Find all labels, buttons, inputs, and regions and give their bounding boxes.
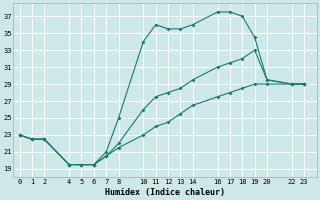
- X-axis label: Humidex (Indice chaleur): Humidex (Indice chaleur): [105, 188, 225, 197]
